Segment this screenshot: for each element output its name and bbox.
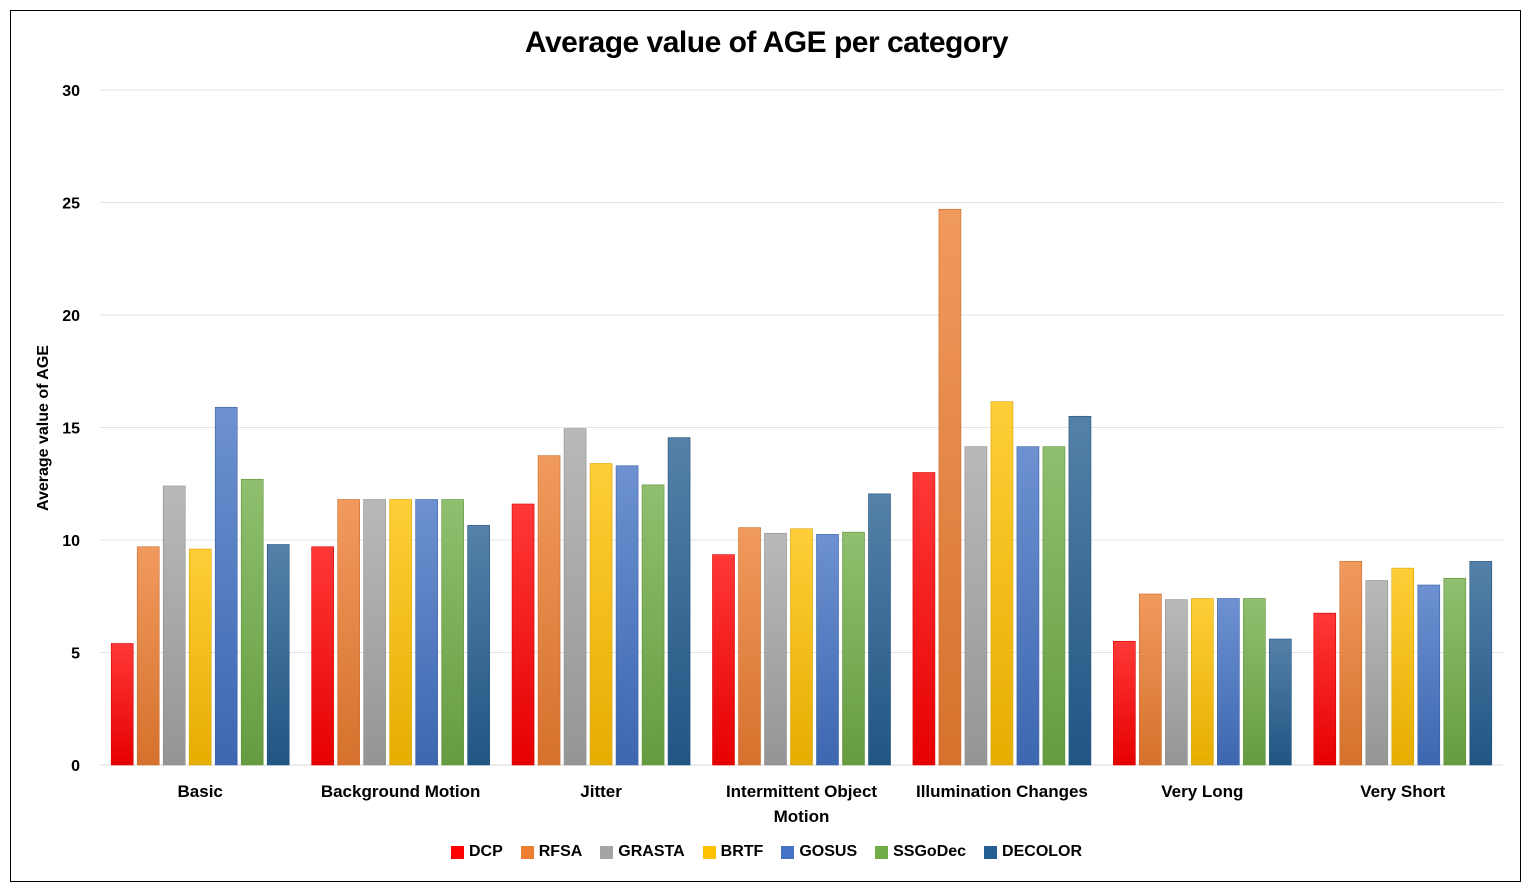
bar-brtf — [1391, 567, 1415, 766]
legend-swatch — [984, 845, 998, 859]
bar-ssgodec — [441, 499, 464, 766]
bar-dcp — [712, 554, 735, 766]
category-label: Motion — [774, 807, 830, 826]
bar-dcp — [110, 643, 134, 766]
legend-item-grasta: GRASTA — [600, 843, 685, 861]
bar-rfsa — [738, 527, 761, 766]
bar-ssgodec — [641, 484, 665, 766]
legend-swatch — [450, 845, 464, 859]
legend-item-dcp: DCP — [450, 843, 503, 861]
legend-label: SSGoDec — [893, 843, 967, 860]
bar-rfsa — [537, 455, 561, 766]
legend-label: RFSA — [538, 843, 583, 860]
bar-dcp — [511, 503, 535, 766]
y-tick-label: 20 — [62, 308, 80, 325]
bar-ssgodec — [1243, 598, 1266, 766]
category-labels: Basic Background Motion Jitter Intermittent… — [178, 782, 1446, 826]
bar-rfsa — [1139, 593, 1162, 766]
y-tick-labels: 0 5 10 15 20 25 30 — [62, 83, 80, 775]
legend-label: GOSUS — [799, 843, 858, 860]
bar-dcp — [1313, 612, 1337, 766]
legend: DCP RFSA GRASTA BRTF GOSUS SSGoDec DECOLOR — [0, 843, 1533, 861]
category-label: Illumination Changes — [916, 782, 1088, 801]
category-label: Intermittent Object — [726, 782, 877, 801]
y-tick-label: 5 — [71, 646, 80, 663]
bar-rfsa — [337, 499, 360, 766]
bar-decolor — [1269, 638, 1292, 766]
y-tick-label: 25 — [62, 196, 80, 213]
bar-brtf — [589, 463, 613, 766]
bar-ssgodec — [1443, 577, 1467, 766]
bar-gosus — [1016, 446, 1040, 766]
bar-grasta — [363, 499, 386, 766]
legend-label: BRTF — [720, 843, 764, 860]
bar-ssgodec — [240, 478, 264, 766]
bar-brtf — [790, 528, 813, 766]
bar-brtf — [990, 401, 1014, 766]
bar-rfsa — [136, 546, 160, 766]
legend-swatch — [875, 845, 889, 859]
bar-gosus — [1417, 584, 1441, 766]
category-label: Background Motion — [321, 782, 481, 801]
legend-item-ssgodec: SSGoDec — [875, 843, 966, 861]
chart-title: Average value of AGE per category — [524, 26, 1009, 59]
legend-swatch — [600, 845, 614, 859]
bar-grasta — [1365, 580, 1389, 766]
legend-item-rfsa: RFSA — [520, 843, 583, 861]
legend-item-brtf: BRTF — [702, 843, 764, 861]
bar-dcp — [912, 472, 936, 766]
legend-swatch — [520, 845, 534, 859]
legend-label: GRASTA — [618, 843, 685, 860]
bar-ssgodec — [842, 531, 865, 766]
bar-decolor — [868, 493, 891, 766]
legend-label: DCP — [468, 843, 503, 860]
bars — [110, 208, 1493, 766]
legend-swatch — [702, 845, 716, 859]
bar-rfsa — [938, 208, 962, 766]
bar-decolor — [667, 437, 691, 766]
bar-dcp — [1113, 640, 1136, 766]
bar-decolor — [1469, 561, 1493, 766]
bar-grasta — [162, 485, 186, 766]
bar-decolor — [1068, 415, 1092, 766]
bar-grasta — [563, 428, 587, 766]
bar-dcp — [311, 546, 334, 766]
bar-gosus — [1217, 598, 1240, 766]
bar-ssgodec — [1042, 446, 1066, 766]
y-tick-label: 10 — [62, 533, 80, 550]
bar-grasta — [964, 446, 988, 766]
y-tick-label: 30 — [62, 83, 80, 100]
legend-item-gosus: GOSUS — [781, 843, 857, 861]
category-label: Very Short — [1360, 782, 1445, 801]
bar-decolor — [467, 525, 490, 766]
category-label: Very Long — [1161, 782, 1243, 801]
bar-rfsa — [1339, 561, 1363, 766]
bar-brtf — [389, 499, 412, 766]
legend-item-decolor: DECOLOR — [984, 843, 1082, 861]
bar-decolor — [266, 544, 290, 766]
y-tick-label: 15 — [62, 421, 80, 438]
category-label: Jitter — [580, 782, 622, 801]
y-tick-label: 0 — [71, 758, 80, 775]
bar-gosus — [214, 406, 238, 766]
bar-brtf — [188, 548, 212, 766]
bar-gosus — [615, 465, 639, 766]
bar-grasta — [1165, 599, 1188, 766]
category-label: Basic — [178, 782, 223, 801]
bar-gosus — [415, 499, 438, 766]
bar-brtf — [1191, 598, 1214, 766]
legend-swatch — [781, 845, 795, 859]
bar-grasta — [764, 532, 787, 766]
bar-gosus — [816, 534, 839, 766]
legend-label: DECOLOR — [1002, 843, 1083, 860]
